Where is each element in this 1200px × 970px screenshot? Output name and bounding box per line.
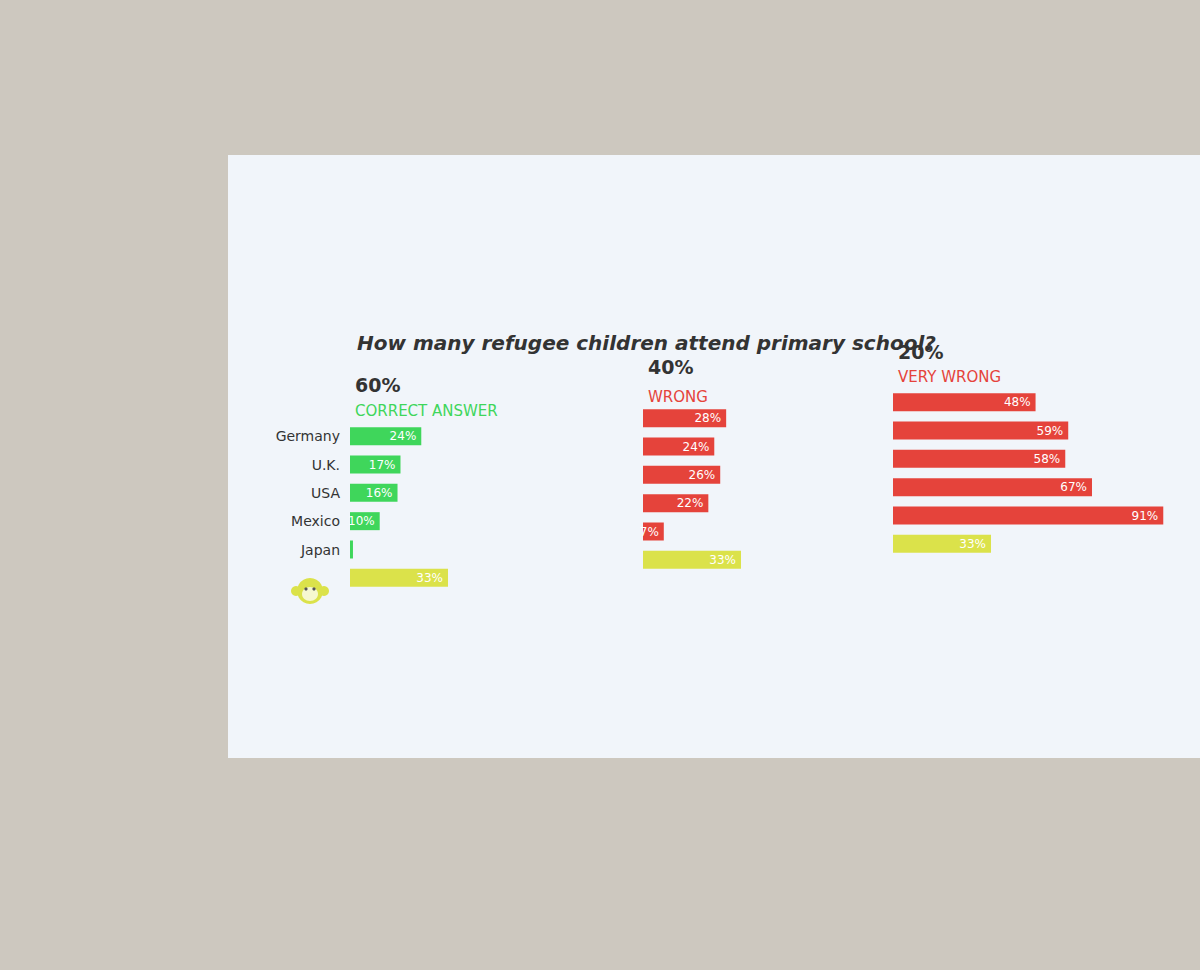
- svg-text:33%: 33%: [709, 553, 736, 567]
- svg-text:17%: 17%: [369, 458, 396, 472]
- svg-text:33%: 33%: [416, 571, 443, 585]
- svg-text:How many refugee children atte: How many refugee children attend primary…: [357, 331, 936, 355]
- svg-text:40%: 40%: [648, 356, 693, 378]
- svg-text:22%: 22%: [677, 496, 704, 510]
- svg-text:WRONG: WRONG: [648, 388, 708, 406]
- svg-text:10%: 10%: [348, 514, 375, 528]
- svg-text:7%: 7%: [640, 525, 659, 539]
- svg-text:91%: 91%: [1132, 509, 1159, 523]
- svg-text:26%: 26%: [689, 468, 716, 482]
- svg-text:USA: USA: [311, 485, 340, 501]
- svg-text:24%: 24%: [683, 440, 710, 454]
- svg-text:20%: 20%: [898, 341, 943, 363]
- svg-text:Germany: Germany: [276, 428, 340, 444]
- svg-text:67%: 67%: [1060, 480, 1087, 494]
- svg-text:59%: 59%: [1037, 424, 1064, 438]
- svg-text:60%: 60%: [355, 374, 400, 396]
- svg-text:48%: 48%: [1004, 395, 1031, 409]
- svg-text:33%: 33%: [959, 537, 986, 551]
- svg-text:16%: 16%: [366, 486, 393, 500]
- svg-text:Mexico: Mexico: [291, 513, 340, 529]
- svg-text:58%: 58%: [1034, 452, 1061, 466]
- svg-text:28%: 28%: [694, 411, 721, 425]
- svg-text:VERY WRONG: VERY WRONG: [898, 368, 1001, 386]
- svg-text:CORRECT ANSWER: CORRECT ANSWER: [355, 402, 498, 420]
- svg-text:Japan: Japan: [300, 542, 340, 558]
- svg-text:24%: 24%: [390, 429, 417, 443]
- svg-text:U.K.: U.K.: [312, 457, 340, 473]
